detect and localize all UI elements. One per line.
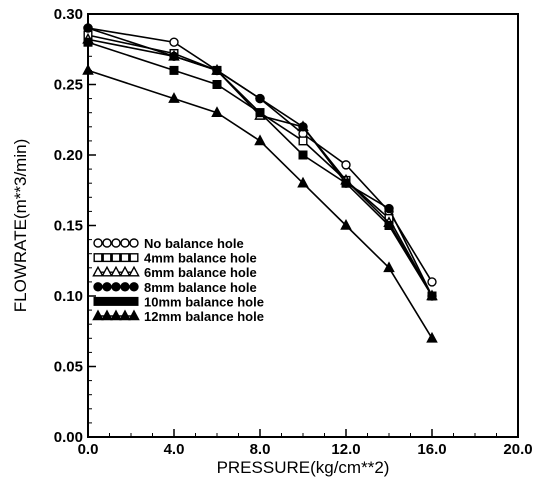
data-point: [298, 150, 308, 160]
legend-marker: [93, 296, 103, 306]
y-tick-label: 0.15: [54, 218, 83, 235]
series-group: [82, 23, 438, 343]
legend-marker: [119, 265, 131, 277]
data-point: [169, 37, 179, 47]
series-5: [83, 37, 437, 301]
legend-label: 6mm balance hole: [144, 265, 257, 280]
x-tick-label: 16.0: [417, 441, 446, 458]
legend-label: 8mm balance hole: [144, 280, 257, 295]
data-point: [384, 203, 394, 214]
x-axis-title: PRESSURE(kg/cm**2): [217, 458, 390, 477]
legend-item: 8mm balance hole: [93, 280, 257, 295]
data-point: [297, 176, 309, 188]
legend-marker: [110, 265, 122, 277]
legend-marker: [111, 296, 121, 306]
data-point: [426, 331, 438, 343]
legend-marker: [101, 265, 113, 277]
legend-marker: [111, 253, 121, 263]
data-point: [212, 65, 222, 76]
data-point: [82, 63, 94, 75]
legend-marker: [120, 282, 130, 292]
data-point: [211, 106, 223, 118]
data-point: [427, 291, 437, 301]
data-point: [169, 65, 179, 75]
legend-marker: [93, 253, 103, 263]
series-line: [87, 27, 433, 297]
data-point: [254, 134, 266, 146]
y-axis-title: FLOWRATE(m**3/min): [11, 139, 30, 312]
data-point: [169, 51, 179, 61]
data-point: [384, 220, 394, 230]
legend-marker: [110, 309, 122, 321]
legend-label: 10mm balance hole: [144, 294, 264, 309]
data-point: [298, 122, 308, 132]
y-tick-label: 0.25: [54, 77, 83, 94]
legend-marker: [120, 253, 130, 263]
data-point: [255, 93, 265, 104]
plot-frame: [87, 13, 519, 438]
legend-label: 4mm balance hole: [144, 251, 257, 266]
legend-marker: [128, 265, 140, 277]
series-line: [87, 38, 433, 297]
legend-marker: [92, 265, 104, 277]
series-line: [87, 41, 433, 297]
legend-label: No balance hole: [144, 236, 244, 251]
x-tick-label: 4.0: [164, 441, 185, 458]
legend-marker: [93, 238, 103, 248]
legend-marker: [128, 309, 140, 321]
legend-item: No balance hole: [93, 236, 244, 251]
legend-marker: [129, 238, 139, 248]
x-tick-label: 8.0: [250, 441, 271, 458]
x-tick-label: 12.0: [331, 441, 360, 458]
data-point: [427, 277, 437, 287]
data-point: [298, 136, 308, 146]
series-6: [82, 63, 438, 343]
legend-marker: [111, 238, 121, 248]
data-point: [383, 261, 395, 273]
legend-marker: [102, 296, 112, 306]
series-line: [87, 34, 433, 297]
legend-marker: [101, 309, 113, 321]
legend-marker: [102, 253, 112, 263]
legend-marker: [129, 253, 139, 263]
legend-marker: [102, 282, 112, 292]
y-tick-label: 0.10: [54, 288, 83, 305]
y-tick-label: 0.30: [54, 6, 83, 23]
data-point: [255, 108, 265, 118]
series-line: [87, 27, 433, 283]
axis-ticks: 0.0 4.0 8.0 12.0 16.0 20.0 0.00 0.05 0.10 0.15 0.2…: [54, 6, 533, 458]
legend-marker: [120, 238, 130, 248]
y-tick-label: 0.00: [54, 429, 83, 446]
data-point: [168, 92, 180, 103]
legend-marker: [129, 296, 139, 306]
legend-item: 10mm balance hole: [93, 294, 264, 309]
y-tick-label: 0.05: [54, 359, 83, 376]
data-point: [83, 23, 93, 33]
legend-marker: [102, 238, 112, 248]
legend-marker: [119, 309, 131, 321]
legend-marker: [120, 296, 130, 306]
data-point: [341, 178, 351, 188]
plot-border: [87, 13, 519, 438]
legend-item: 4mm balance hole: [93, 251, 257, 266]
legend-item: 6mm balance hole: [92, 265, 257, 280]
legend-marker: [129, 282, 139, 292]
series-line: [87, 69, 433, 339]
legend-item: 12mm balance hole: [92, 309, 264, 324]
legend-label: 12mm balance hole: [144, 309, 264, 324]
data-point: [212, 79, 222, 89]
legend-marker: [111, 282, 121, 292]
data-point: [83, 37, 93, 47]
x-tick-label: 0.0: [78, 441, 99, 458]
y-tick-label: 0.20: [54, 147, 83, 164]
data-point: [340, 219, 352, 230]
data-point: [341, 160, 351, 170]
x-tick-label: 20.0: [503, 441, 532, 458]
legend-marker: [93, 282, 103, 292]
legend-marker: [92, 309, 104, 321]
